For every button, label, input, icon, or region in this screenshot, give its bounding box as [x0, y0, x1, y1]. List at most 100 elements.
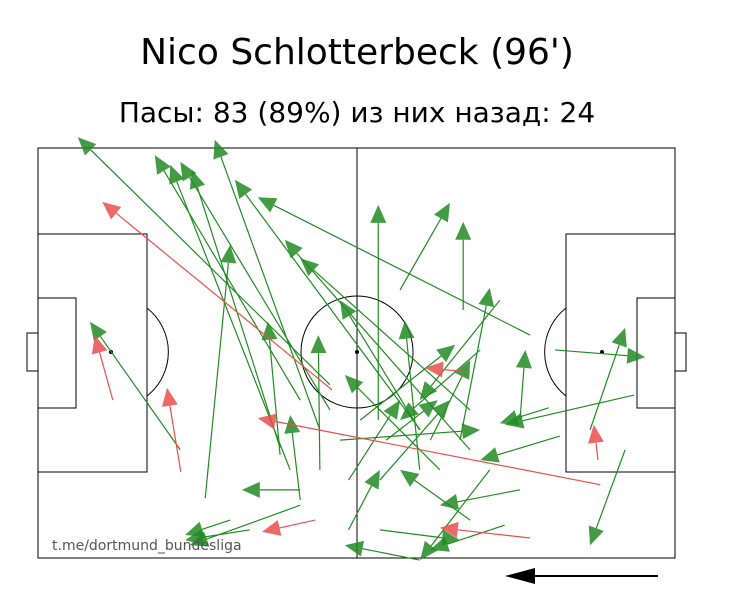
pass-line [245, 193, 421, 431]
pass-arrow [310, 335, 327, 470]
pass-line [414, 479, 471, 521]
pass-line [196, 187, 281, 448]
pass-arrow [499, 407, 549, 426]
pass-line [279, 519, 316, 529]
pass-head [418, 400, 438, 418]
pass-line [447, 524, 505, 545]
pass-arrow [399, 202, 450, 291]
pass-arrow [385, 400, 438, 441]
pass-line [589, 344, 620, 431]
pass-head [284, 239, 303, 259]
pass-arrow [234, 179, 421, 431]
pass-head [383, 400, 401, 420]
pass-arrow [348, 400, 401, 481]
pass-line [595, 442, 599, 461]
direction-arrow [505, 568, 658, 584]
pass-head [499, 410, 520, 426]
pass-arrow [359, 344, 456, 421]
chart-title: Nico Schlotterbeck (96') [140, 32, 574, 73]
pass-line [99, 336, 181, 451]
pass-line [163, 170, 301, 401]
watermark: t.me/dortmund_bundesliga [52, 538, 242, 554]
pass-head [344, 540, 365, 557]
pass-head [91, 335, 108, 355]
pass-head [398, 320, 415, 340]
chart-subtitle: Пасы: 83 (89%) из них назад: 24 [119, 96, 595, 129]
pass-line [220, 156, 321, 431]
pass-arrow [162, 387, 182, 472]
pass-head [344, 375, 364, 394]
pass-arrow [588, 449, 626, 546]
pass-arrow [505, 394, 635, 429]
pass-head [162, 387, 178, 407]
pass-head [478, 287, 495, 308]
pass-head [455, 221, 472, 240]
pass-line [399, 218, 442, 291]
pass-head [420, 540, 438, 561]
pass-arrow [344, 540, 420, 561]
pass-line [362, 548, 420, 561]
pass-arrow [340, 300, 421, 431]
pass-arrow [424, 361, 471, 378]
pass-line [516, 407, 549, 419]
pass-head [461, 423, 481, 440]
pass-arrow [284, 415, 301, 501]
pass-head [419, 381, 438, 401]
pass-line [442, 368, 471, 373]
pass-head [90, 321, 107, 342]
pass-head [587, 424, 604, 444]
pass-arrow [213, 139, 321, 431]
pass-arrow [379, 400, 450, 481]
pass-line [115, 212, 333, 391]
pass-head [189, 170, 206, 190]
pass-arrow [400, 469, 471, 521]
pass-line [429, 376, 463, 441]
pass-line [357, 387, 441, 471]
pass-head [434, 202, 450, 223]
pass-line [275, 420, 601, 486]
pass-head [154, 155, 171, 175]
pass-arrow [587, 424, 604, 461]
pass-head [439, 521, 459, 538]
pass-arrow [300, 258, 471, 411]
pass-line [348, 485, 373, 531]
pass-line [459, 305, 487, 441]
pass-head [370, 204, 387, 223]
pass-arrow [455, 221, 472, 310]
pass-head [213, 139, 229, 160]
pass-head [220, 244, 237, 264]
pass-arrow [420, 469, 491, 561]
pass-arrow [429, 360, 471, 441]
pass-line [595, 449, 626, 529]
pass-arrow [430, 524, 505, 552]
pass-line [457, 529, 531, 539]
pass-head [424, 361, 444, 378]
pass-line [430, 469, 491, 547]
pass-arrow [90, 321, 181, 451]
pass-line [379, 529, 443, 539]
pass-head [480, 447, 500, 463]
pass-line [359, 355, 442, 421]
pass-arrow [439, 489, 521, 510]
pass-arrow [91, 335, 114, 401]
pass-line [457, 489, 521, 503]
pass-head [241, 481, 260, 498]
pass-arrow [261, 321, 281, 456]
pass-arrow [459, 287, 495, 441]
pass-arrow [180, 161, 331, 411]
pass-line [99, 352, 114, 401]
pass-arrow [439, 521, 531, 539]
pass-arrow [480, 435, 560, 463]
pass-line [348, 315, 421, 431]
pass-head [364, 469, 380, 490]
pass-line [204, 262, 229, 499]
pass-arrow [344, 375, 441, 471]
pass-head [310, 335, 327, 354]
pass-line [379, 413, 439, 481]
pass-arrow [348, 469, 380, 531]
pass-head [626, 347, 646, 364]
pass-line [385, 410, 424, 441]
pass-line [405, 338, 421, 470]
pass-arrow [515, 349, 532, 421]
